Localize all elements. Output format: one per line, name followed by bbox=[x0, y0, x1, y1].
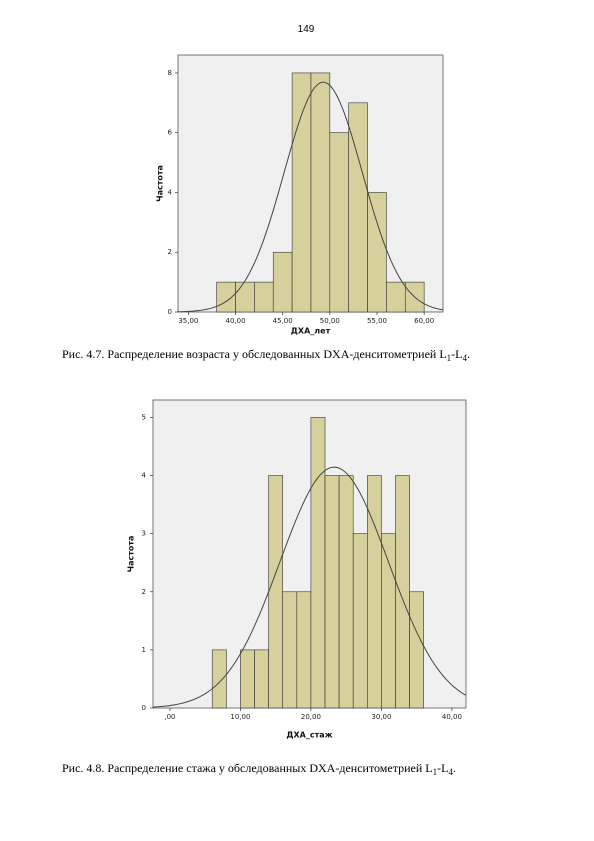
y-tick-label: 1 bbox=[142, 646, 146, 654]
caption-sub: 1 bbox=[447, 353, 452, 363]
caption-text: -L bbox=[437, 761, 448, 775]
y-tick-label: 4 bbox=[168, 188, 173, 196]
x-tick-label: 50,00 bbox=[320, 317, 340, 325]
caption-text: . bbox=[453, 761, 456, 775]
caption-text: Рис. 4.7. Распределение возраста у обсле… bbox=[62, 347, 447, 361]
y-axis-title: Частота bbox=[127, 536, 136, 573]
caption-sub: 4 bbox=[462, 353, 467, 363]
bar bbox=[310, 72, 331, 313]
bar bbox=[324, 475, 340, 709]
x-tick-label: ,00 bbox=[164, 713, 175, 721]
bar bbox=[296, 591, 312, 709]
caption: Рис. 4.7. Распределение возраста у обсле… bbox=[62, 347, 470, 363]
bar bbox=[310, 417, 326, 709]
x-axis-title: ДХА_стаж bbox=[286, 731, 332, 740]
bar bbox=[291, 72, 312, 313]
y-tick-label: 0 bbox=[168, 308, 172, 316]
bar bbox=[268, 475, 284, 709]
bar bbox=[240, 649, 255, 709]
page-number: 149 bbox=[298, 24, 315, 35]
y-axis-title: Частота bbox=[156, 165, 165, 202]
y-tick-label: 5 bbox=[142, 413, 146, 421]
caption-sub: 1 bbox=[433, 767, 438, 777]
x-tick-label: 55,00 bbox=[367, 317, 387, 325]
bar bbox=[272, 251, 293, 313]
caption-text: Рис. 4.8. Распределение стажа у обследов… bbox=[62, 761, 433, 775]
bar bbox=[235, 281, 255, 313]
y-tick-label: 8 bbox=[168, 69, 172, 77]
bar bbox=[367, 475, 382, 709]
bar bbox=[395, 475, 410, 709]
bar bbox=[216, 281, 236, 313]
normal-curve bbox=[152, 466, 467, 708]
x-tick-label: 20,00 bbox=[301, 713, 321, 721]
bar bbox=[409, 591, 425, 709]
y-tick-label: 2 bbox=[168, 248, 172, 256]
y-tick-label: 3 bbox=[142, 530, 146, 538]
bar bbox=[211, 649, 227, 709]
y-tick-label: 0 bbox=[142, 704, 146, 712]
y-tick-label: 4 bbox=[142, 472, 147, 480]
y-tick-label: 6 bbox=[168, 129, 173, 137]
bar bbox=[282, 591, 298, 709]
x-tick-label: 35,00 bbox=[178, 317, 198, 325]
bar bbox=[254, 281, 274, 313]
caption-text: -L bbox=[451, 347, 462, 361]
y-tick-label: 2 bbox=[142, 588, 146, 596]
x-tick-label: 60,00 bbox=[414, 317, 434, 325]
x-tick-label: 45,00 bbox=[273, 317, 293, 325]
bar bbox=[254, 649, 269, 709]
x-tick-label: 40,00 bbox=[226, 317, 246, 325]
normal-curve bbox=[177, 81, 444, 313]
caption-sub: 4 bbox=[448, 767, 453, 777]
bar bbox=[386, 281, 406, 313]
x-tick-label: 40,00 bbox=[442, 713, 462, 721]
caption: Рис. 4.8. Распределение стажа у обследов… bbox=[62, 761, 456, 777]
bar bbox=[329, 132, 349, 313]
bar bbox=[338, 475, 354, 709]
bar bbox=[381, 533, 396, 709]
x-tick-label: 30,00 bbox=[371, 713, 391, 721]
caption-text: . bbox=[467, 347, 470, 361]
bar bbox=[367, 192, 387, 313]
bar bbox=[352, 533, 368, 709]
x-tick-label: 10,00 bbox=[230, 713, 250, 721]
x-axis-title: ДХА_лет bbox=[291, 327, 331, 336]
